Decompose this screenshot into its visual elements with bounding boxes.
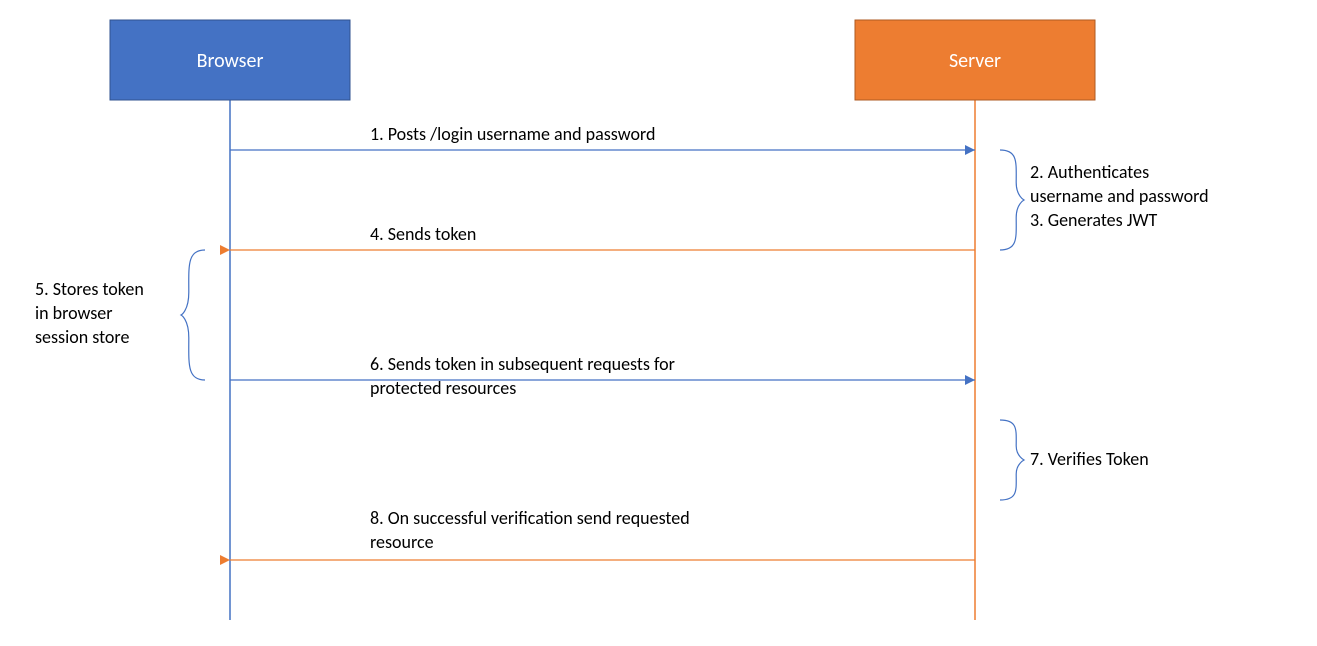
sequence-diagram: Browser Server 1. Posts /login username an… xyxy=(0,0,1317,646)
brace-n5 xyxy=(181,250,205,380)
browser-label: Browser xyxy=(197,49,264,73)
brace-n7 xyxy=(1000,420,1024,500)
note-n5-line-0: 5. Stores token xyxy=(35,278,144,300)
server-label: Server xyxy=(949,49,1001,73)
message-m8-text-0: 8. On successful verification send reque… xyxy=(370,507,690,529)
note-n5-line-1: in browser xyxy=(35,302,113,324)
message-m6-text-1: protected resources xyxy=(370,377,516,399)
message-m8-text-1: resource xyxy=(370,531,434,553)
note-n7-line-0: 7. Verifies Token xyxy=(1030,448,1149,470)
note-n23-line-1: username and password xyxy=(1030,185,1209,207)
message-m1-text: 1. Posts /login username and password xyxy=(370,123,655,145)
note-n23-line-0: 2. Authenticates xyxy=(1030,161,1149,183)
brace-n23 xyxy=(1000,150,1024,250)
note-n23-line-2: 3. Generates JWT xyxy=(1030,209,1157,231)
message-m4-text: 4. Sends token xyxy=(370,223,476,245)
note-n5-line-2: session store xyxy=(35,326,129,348)
message-m6-text-0: 6. Sends token in subsequent requests fo… xyxy=(370,353,675,375)
